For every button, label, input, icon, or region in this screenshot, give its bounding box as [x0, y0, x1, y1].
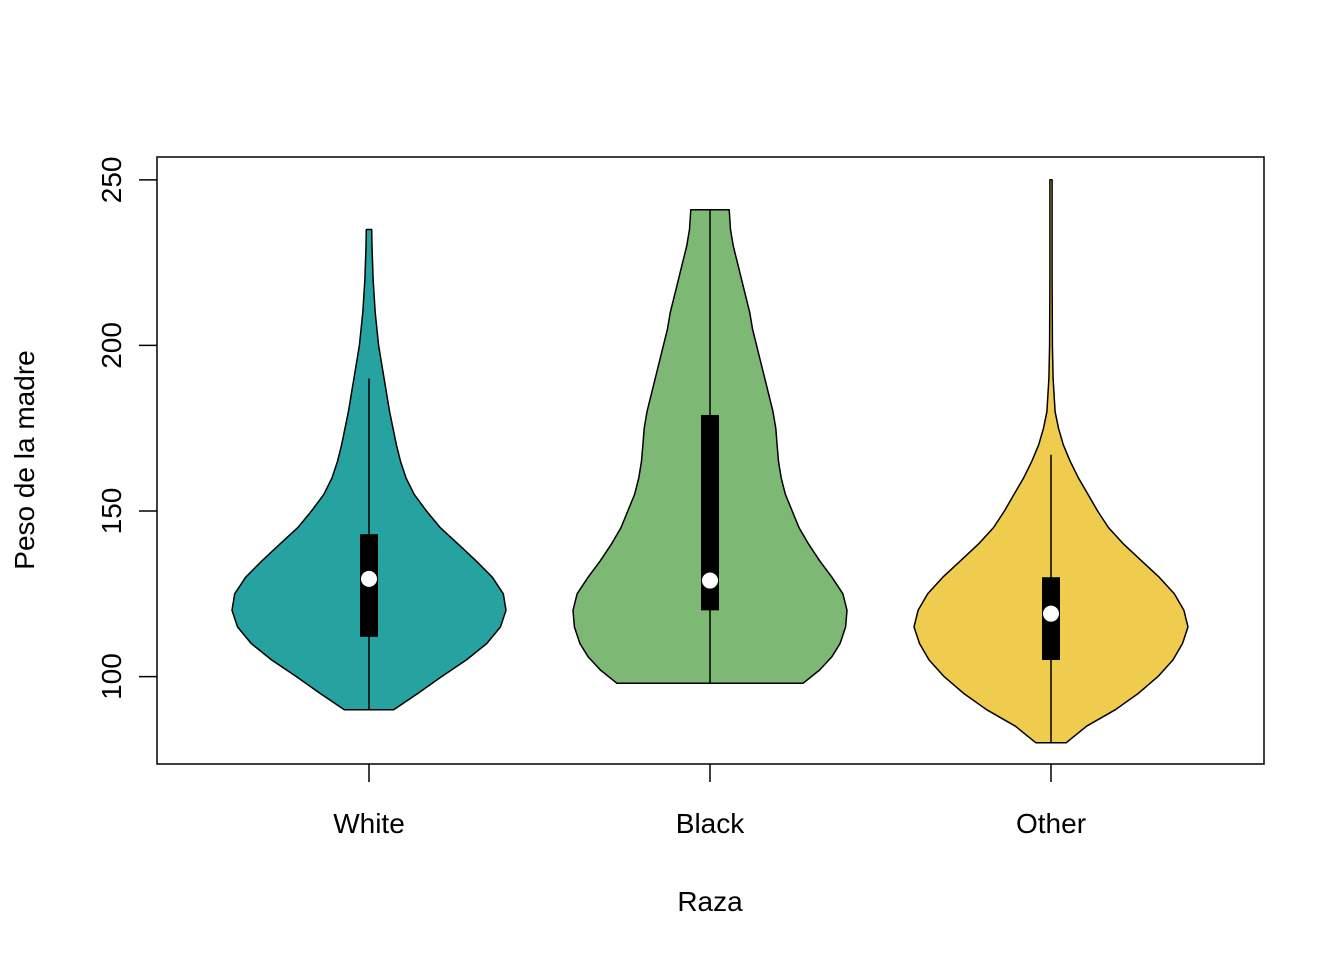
violin-other [913, 179, 1189, 744]
x-tick-label-black: Black [676, 808, 745, 839]
y-tick-label-100: 100 [96, 653, 127, 700]
y-axis-title: Peso de la madre [9, 350, 40, 569]
x-tick-label-white: White [333, 808, 405, 839]
violin-black [572, 208, 848, 684]
x-axis-title: Raza [677, 886, 743, 917]
y-tick-label-250: 250 [96, 156, 127, 203]
x-tick-label-other: Other [1016, 808, 1086, 839]
violins-layer [231, 179, 1189, 744]
iqr-box-black [701, 414, 719, 611]
y-tick-label-150: 150 [96, 488, 127, 535]
median-point-white [361, 570, 377, 587]
x-axis: White Black Other [333, 764, 1086, 839]
y-tick-label-200: 200 [96, 322, 127, 369]
median-point-other [1043, 605, 1059, 622]
violin-white [231, 228, 507, 711]
y-axis: 100 150 200 250 [96, 156, 157, 700]
median-point-black [702, 572, 718, 589]
